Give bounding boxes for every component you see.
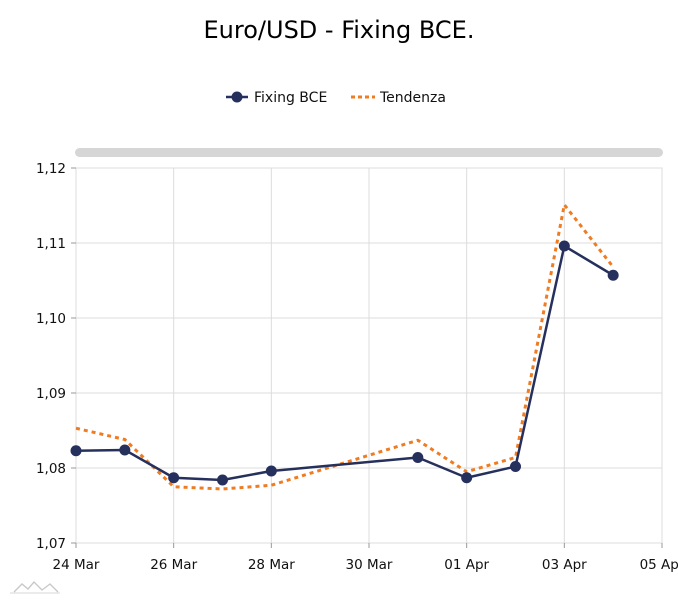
- x-tick-label: 24 Mar: [53, 557, 100, 573]
- legend-dot-marker: [231, 91, 243, 103]
- fixing-bce-point[interactable]: [265, 465, 277, 477]
- legend-item-tendenza[interactable]: Tendenza: [351, 90, 446, 106]
- fixing-bce-point[interactable]: [461, 472, 473, 484]
- legend: Fixing BCE Tendenza: [226, 90, 446, 106]
- series-layer: [70, 203, 619, 491]
- x-tick-label: 26 Mar: [150, 557, 197, 573]
- legend-label: Fixing BCE: [254, 90, 327, 106]
- series-tendenza: [75, 203, 615, 491]
- x-tick-label: 30 Mar: [346, 557, 393, 573]
- y-tick-label: 1,11: [36, 236, 66, 252]
- fixing-bce-point[interactable]: [168, 472, 180, 484]
- fixing-bce-point[interactable]: [119, 444, 131, 456]
- fixing-bce-line: [75, 244, 614, 482]
- legend-item-fixing-bce[interactable]: Fixing BCE: [226, 90, 327, 106]
- x-tick-label: 05 Apr: [640, 557, 678, 573]
- fixing-bce-point[interactable]: [558, 240, 570, 252]
- range-navigator-bar[interactable]: [75, 148, 663, 157]
- y-tick-label: 1,10: [36, 311, 66, 327]
- y-tick-label: 1,08: [36, 461, 66, 477]
- fixing-bce-point[interactable]: [607, 269, 619, 281]
- x-tick-label: 28 Mar: [248, 557, 295, 573]
- y-axis: 1,07 1,08 1,09 1,10 1,11 1,12: [36, 161, 76, 552]
- tendenza-line: [75, 203, 615, 491]
- series-fixing-bce: [70, 240, 619, 486]
- logo-watermark-icon: [10, 580, 60, 594]
- x-axis: 24 Mar 26 Mar 28 Mar 30 Mar 01 Apr 03 Apr 05 A…: [53, 543, 678, 573]
- x-tick-label: 01 Apr: [444, 557, 489, 573]
- grid-lines: [75, 167, 663, 544]
- legend-label: Tendenza: [379, 90, 446, 106]
- y-tick-label: 1,07: [36, 536, 66, 552]
- fixing-bce-point[interactable]: [412, 452, 424, 463]
- fixing-bce-point[interactable]: [70, 445, 82, 457]
- x-tick-label: 03 Apr: [542, 557, 587, 573]
- y-tick-label: 1,12: [36, 161, 66, 177]
- fixing-bce-point[interactable]: [217, 474, 228, 486]
- fixing-bce-point[interactable]: [510, 461, 521, 472]
- y-tick-label: 1,09: [36, 386, 66, 402]
- chart-title: Euro/USD - Fixing BCE.: [203, 16, 475, 44]
